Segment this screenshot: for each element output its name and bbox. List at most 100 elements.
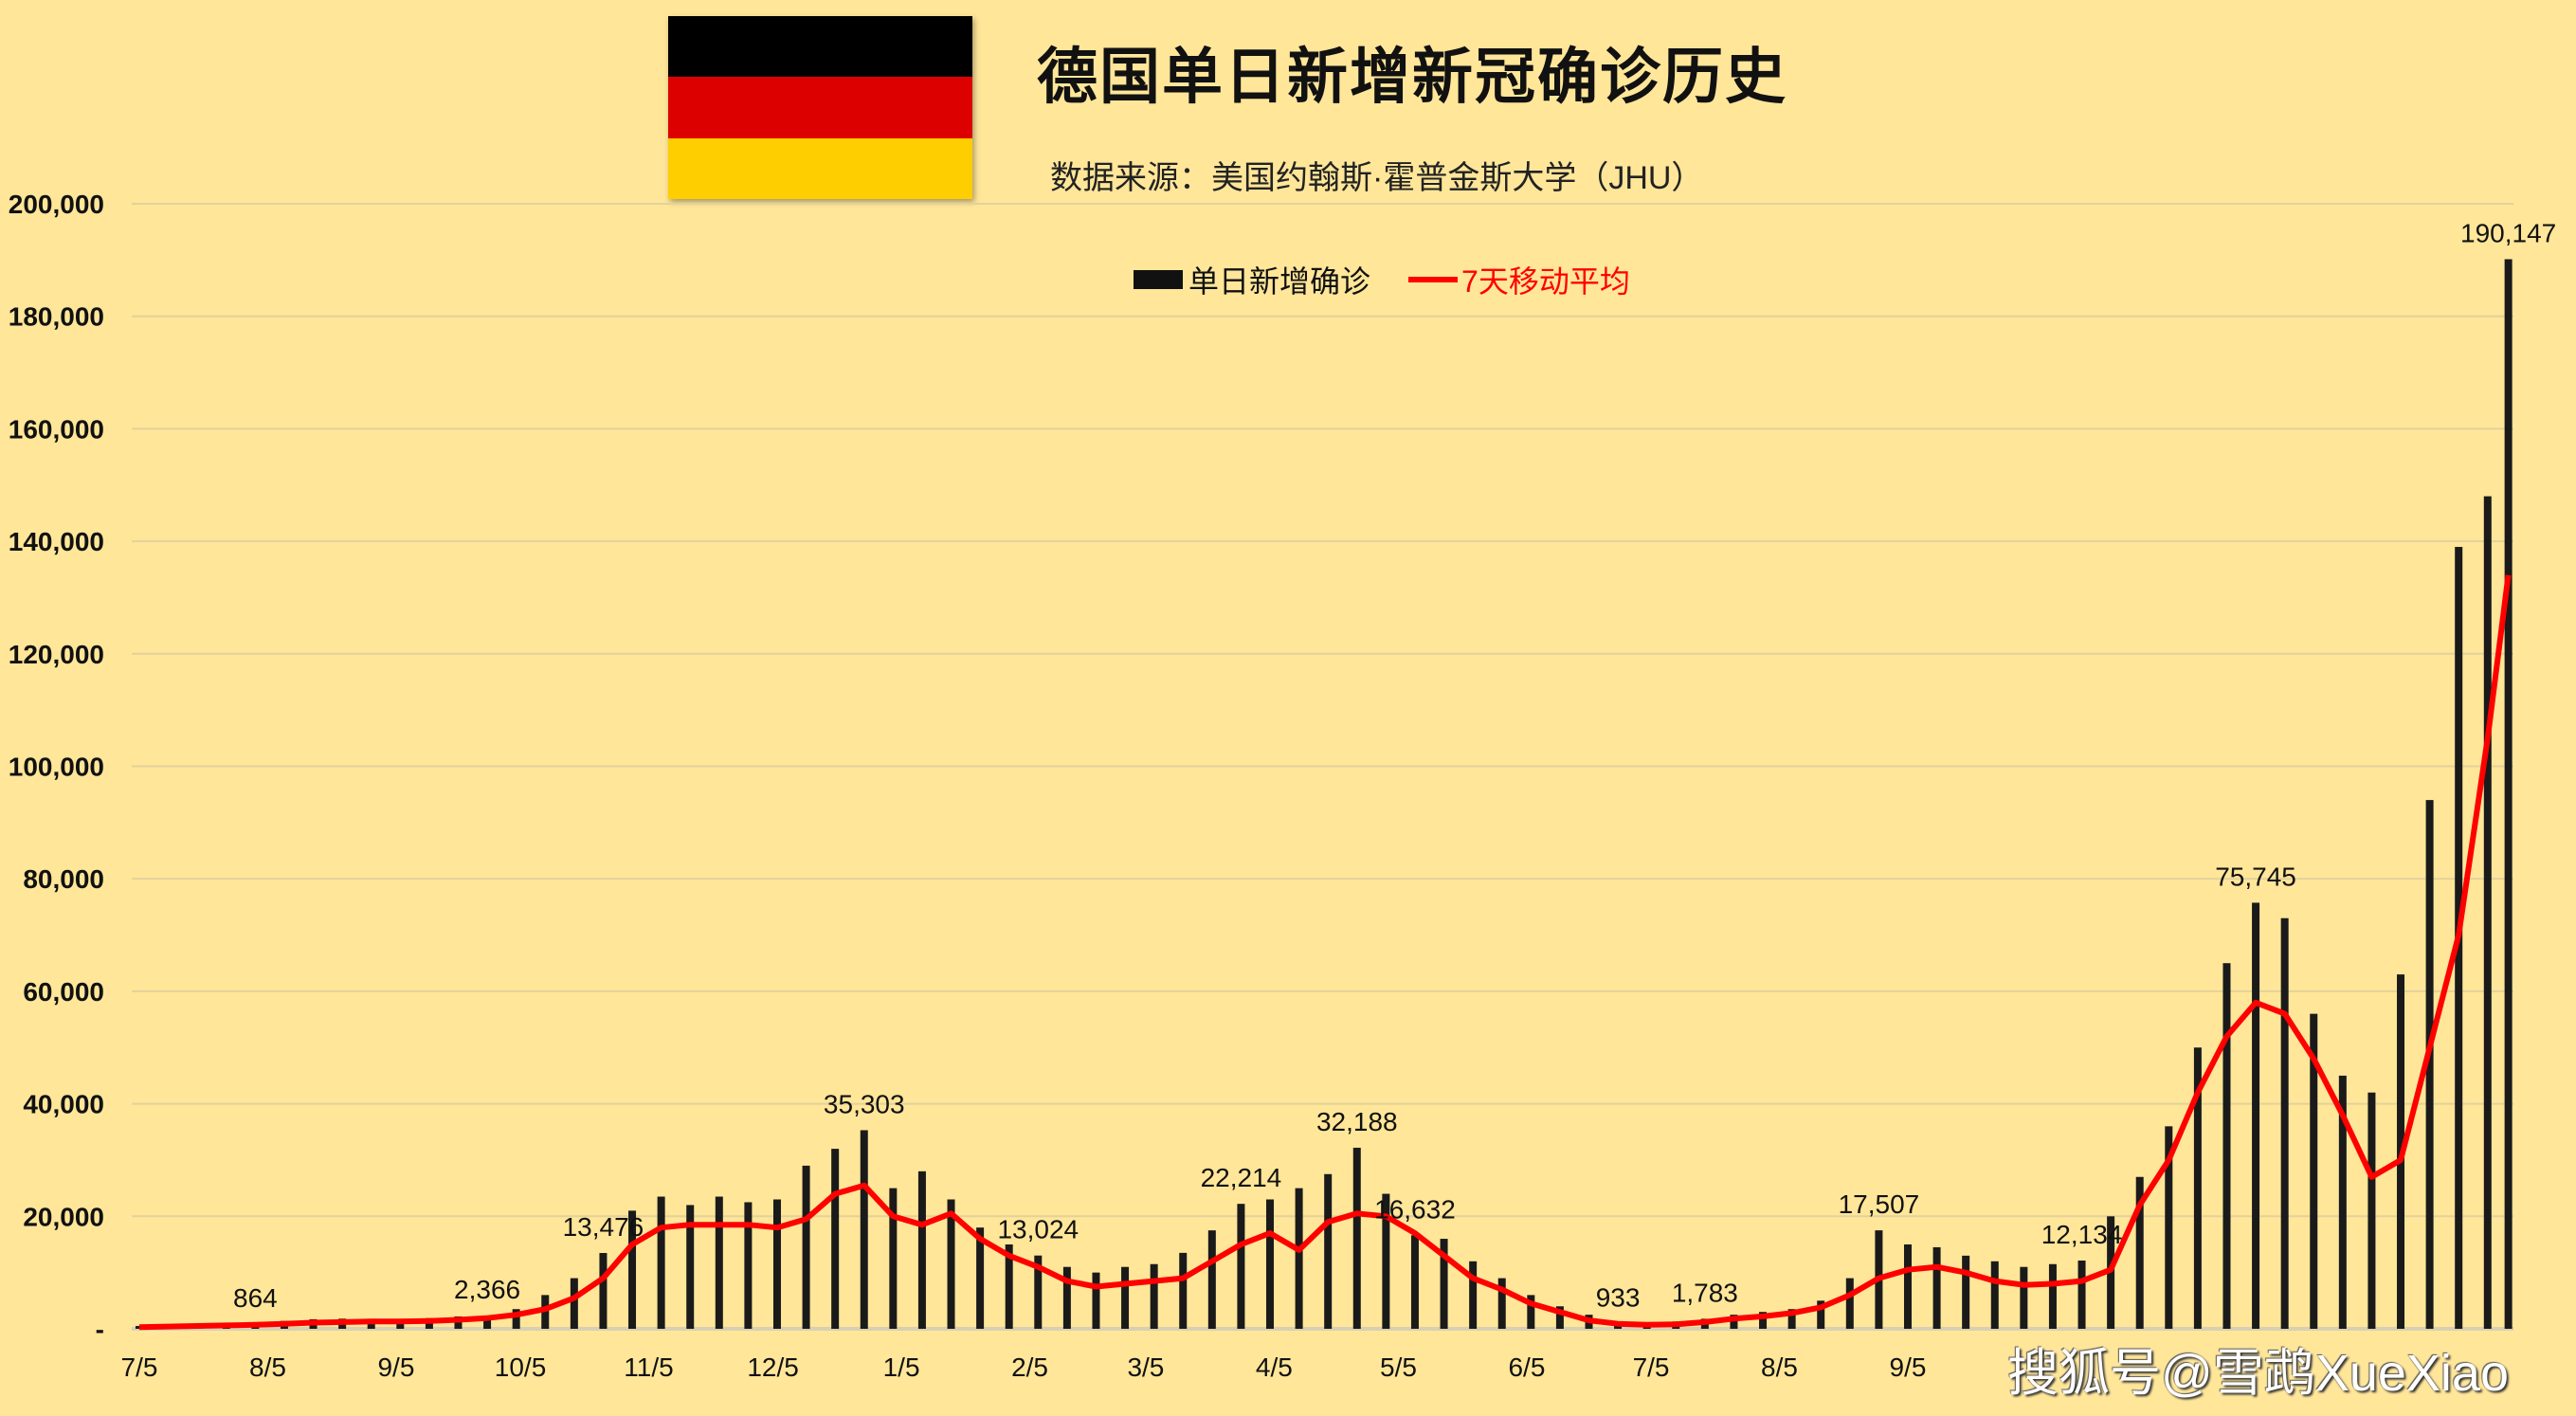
y-tick-label: 80,000: [23, 864, 104, 894]
bar: [2252, 902, 2260, 1329]
bar: [2310, 1013, 2318, 1329]
bar: [1440, 1239, 1448, 1329]
legend-line-swatch: [1408, 277, 1459, 282]
y-tick-label: -: [96, 1315, 104, 1344]
bar: [1527, 1295, 1535, 1329]
bar: [1121, 1266, 1130, 1329]
x-tick-label: 10/5: [495, 1352, 547, 1382]
bar: [1062, 1266, 1071, 1329]
data-label: 933: [1596, 1282, 1641, 1312]
data-label: 35,303: [824, 1089, 905, 1118]
bar: [512, 1309, 520, 1329]
bar: [1730, 1315, 1738, 1329]
flag-stripe-black: [668, 16, 972, 78]
y-tick-label: 200,000: [9, 190, 104, 219]
data-label: 190,147: [2460, 218, 2556, 247]
data-label: 1,783: [1672, 1278, 1738, 1307]
flag-stripe-gold: [668, 137, 972, 200]
bar: [1237, 1204, 1245, 1329]
bar: [1150, 1263, 1158, 1329]
bar: [483, 1315, 492, 1329]
y-tick-label: 100,000: [9, 753, 104, 782]
x-tick-label: 4/5: [1256, 1352, 1293, 1382]
chart-title: 德国单日新增新冠确诊历史: [1037, 43, 1787, 111]
bar: [686, 1205, 695, 1329]
bar: [1469, 1261, 1478, 1329]
bar: [744, 1202, 753, 1329]
data-label: 13,024: [997, 1215, 1079, 1244]
bar: [628, 1210, 637, 1329]
x-tick-label: 8/5: [249, 1352, 286, 1382]
y-tick-label: 160,000: [9, 414, 104, 444]
bar: [1903, 1244, 1912, 1329]
y-tick-label: 140,000: [9, 527, 104, 556]
x-tick-label: 7/5: [121, 1352, 158, 1382]
x-tick-label: 5/5: [1380, 1352, 1417, 1382]
x-tick-label: 7/5: [1633, 1352, 1670, 1382]
bar: [1179, 1252, 1188, 1329]
bar: [917, 1171, 926, 1329]
bar: [2048, 1263, 2057, 1329]
bar: [1005, 1244, 1013, 1329]
x-tick-label: 6/5: [1508, 1352, 1545, 1382]
data-label: 22,214: [1201, 1163, 1282, 1192]
bar: [1352, 1147, 1361, 1329]
bar: [772, 1199, 781, 1329]
bar: [2280, 917, 2289, 1329]
chart-subtitle: 数据来源：美国约翰斯·霍普金斯大学（JHU）: [1050, 160, 1704, 196]
bar: [2165, 1126, 2173, 1329]
x-tick-label: 11/5: [624, 1352, 673, 1382]
bar: [2483, 496, 2492, 1329]
bar: [1845, 1278, 1854, 1329]
x-tick-label: 12/5: [747, 1352, 799, 1382]
bar: [2504, 259, 2513, 1330]
bar: [1207, 1230, 1216, 1329]
x-tick-label: 9/5: [1890, 1352, 1927, 1382]
bar: [2367, 1092, 2376, 1329]
bar: [136, 1326, 143, 1329]
x-tick-label: 1/5: [883, 1352, 920, 1382]
watermark: 搜狐号@雪鹉XueXiao: [2007, 1345, 2509, 1402]
y-tick-label: 20,000: [23, 1202, 104, 1231]
data-label: 864: [233, 1283, 278, 1313]
legend: 单日新增确诊 7天移动平均: [1134, 258, 1630, 301]
bar: [831, 1149, 840, 1329]
bar: [860, 1130, 868, 1329]
data-label: 75,745: [2215, 862, 2296, 891]
data-label: 2,366: [454, 1275, 520, 1304]
bar: [2077, 1260, 2086, 1329]
y-tick-label: 40,000: [23, 1090, 104, 1119]
flag-stripe-red: [668, 77, 972, 138]
legend-bar-swatch: [1134, 270, 1183, 289]
bar: [2193, 1047, 2202, 1329]
data-label: 17,507: [1839, 1189, 1920, 1219]
bar: [802, 1165, 810, 1329]
bar: [1382, 1193, 1390, 1329]
bar: [1932, 1246, 1941, 1329]
y-tick-label: 60,000: [23, 977, 104, 1007]
y-tick-label: 120,000: [9, 640, 104, 669]
data-label: 13,476: [563, 1212, 644, 1242]
bar: [976, 1227, 985, 1329]
moving-average-line: [138, 574, 2512, 1331]
bar: [1324, 1173, 1333, 1329]
bar: [2020, 1266, 2028, 1329]
x-tick-label: 8/5: [1761, 1352, 1798, 1382]
bar: [1787, 1309, 1796, 1329]
x-tick-label: 9/5: [377, 1352, 414, 1382]
bar: [1817, 1300, 1825, 1329]
bar: [889, 1188, 898, 1329]
data-label: 12,134: [2041, 1220, 2123, 1249]
legend-line-label: 7天移动平均: [1461, 264, 1630, 299]
bar: [1034, 1255, 1043, 1329]
bar: [2338, 1075, 2347, 1329]
x-tick-label: 3/5: [1127, 1352, 1164, 1382]
bar: [1555, 1306, 1564, 1329]
bar: [1092, 1272, 1100, 1329]
data-label: 16,632: [1374, 1194, 1456, 1224]
bar: [1497, 1278, 1506, 1329]
x-tick-label: 2/5: [1011, 1352, 1048, 1382]
bar: [1990, 1261, 1999, 1329]
bar: [1962, 1255, 1970, 1329]
